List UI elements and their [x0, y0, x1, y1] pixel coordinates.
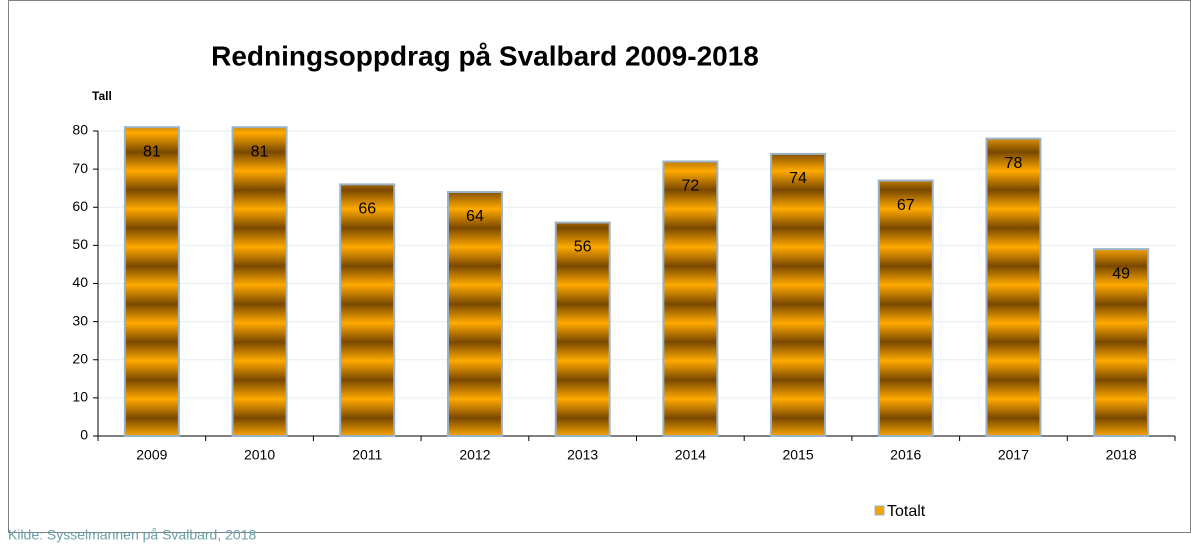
y-tick-label: 0: [80, 427, 88, 443]
x-tick-label: 2017: [998, 447, 1029, 463]
data-label: 81: [251, 143, 269, 160]
y-tick-label: 80: [72, 122, 88, 138]
data-label: 66: [358, 201, 376, 218]
x-tick-label: 2012: [459, 447, 490, 463]
y-tick-label: 60: [72, 198, 88, 214]
x-tick-label: 2013: [567, 447, 598, 463]
bar: [339, 183, 396, 437]
bar: [446, 191, 503, 437]
y-tick-label: 70: [72, 160, 88, 176]
y-tick-label: 20: [72, 350, 88, 366]
x-tick-label: 2011: [352, 447, 382, 463]
bar: [123, 126, 180, 437]
data-label: 78: [1005, 155, 1023, 172]
bar: [985, 137, 1042, 437]
bar: [1093, 248, 1150, 437]
data-label: 72: [681, 178, 699, 195]
x-tick-label: 2010: [244, 447, 275, 463]
y-axis-label: Tall: [92, 89, 112, 103]
bar: [770, 152, 827, 437]
y-tick-label: 50: [72, 236, 88, 252]
legend-label: Totalt: [887, 503, 926, 520]
x-tick-label: 2016: [890, 447, 921, 463]
y-tick-label: 30: [72, 312, 88, 328]
bar: [662, 160, 719, 437]
data-label: 64: [466, 208, 484, 225]
source: Kilde: Sysselmannen på Svalbard, 2018: [8, 527, 256, 543]
data-label: 81: [143, 143, 161, 160]
data-label: 67: [897, 197, 915, 214]
chart-title: Redningsoppdrag på Svalbard 2009-2018: [211, 40, 759, 71]
x-tick-label: 2014: [675, 447, 706, 463]
bar: [877, 179, 934, 437]
data-label: 49: [1112, 265, 1130, 282]
y-tick-label: 10: [72, 389, 88, 405]
x-tick-label: 2018: [1106, 447, 1137, 463]
bar: [554, 221, 611, 437]
data-label: 56: [574, 239, 592, 256]
x-tick-label: 2015: [782, 447, 813, 463]
legend-swatch: [874, 505, 885, 516]
bar: [231, 126, 288, 437]
data-label: 74: [789, 170, 807, 187]
y-tick-label: 40: [72, 274, 88, 290]
x-tick-label: 2009: [136, 447, 167, 463]
